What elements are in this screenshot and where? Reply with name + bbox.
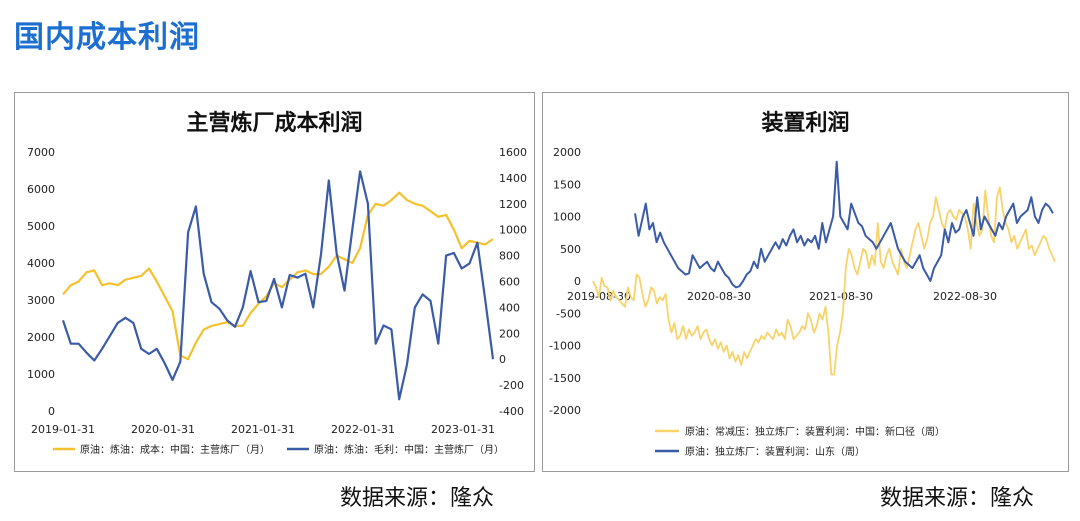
y-right-tick-label: -400 [499, 405, 524, 418]
y-right-tick-label: 800 [499, 250, 520, 263]
y-left-tick-label: 0 [48, 405, 55, 418]
y-tick-label: -1500 [549, 372, 581, 385]
x-tick-label: 2021-08-30 [809, 290, 873, 303]
y-tick-label: 2000 [553, 146, 581, 159]
cost-series-line [62, 191, 494, 361]
legend-label: 原油：常减压：独立炼厂：装置利润：中国：新口径（周） [685, 425, 945, 438]
shandong-profit-series-line [634, 160, 1054, 289]
x-tick-label: 2021-01-31 [231, 423, 295, 436]
legend-label: 原油：炼油：成本：中国：主营炼厂（月） [80, 443, 270, 456]
y-right-tick-label: 400 [499, 301, 520, 314]
x-tick-label: 2022-08-30 [933, 290, 997, 303]
y-tick-label: 0 [574, 275, 581, 288]
legend-label: 原油：炼油：毛利：中国：主营炼厂（月） [314, 443, 504, 456]
cdu-profit-series-line [592, 186, 1056, 376]
y-right-tick-label: 1400 [499, 172, 527, 185]
left-chart-title: 主营炼厂成本利润 [186, 111, 363, 136]
source-right: 数据来源：隆众 [880, 486, 1035, 511]
x-tick-label: 2020-08-30 [687, 290, 751, 303]
y-right-tick-label: -200 [499, 379, 524, 392]
x-tick-label: 2019-01-31 [31, 423, 95, 436]
y-tick-label: -500 [556, 307, 581, 320]
y-right-tick-label: 600 [499, 276, 520, 289]
x-tick-label: 2020-01-31 [131, 423, 195, 436]
y-left-tick-label: 5000 [27, 220, 55, 233]
x-tick-label: 2023-01-31 [431, 423, 495, 436]
y-left-tick-label: 6000 [27, 183, 55, 196]
y-right-tick-label: 1200 [499, 198, 527, 211]
left-chart-svg: 0 1000 2000 3000 4000 5000 6000 7000 -400 -200 0 20… [27, 146, 527, 456]
main-refinery-chart: 主营炼厂成本利润 0 1000 2000 3000 4000 5000 6000 7000 -4… [14, 92, 535, 472]
right-chart-svg: 2000150010005000-500-1000-1500-20002019-… [549, 146, 1056, 458]
y-right-tick-label: 200 [499, 327, 520, 340]
y-tick-label: 1000 [553, 211, 581, 224]
y-left-tick-label: 7000 [27, 146, 55, 159]
y-right-tick-label: 1600 [499, 146, 527, 159]
y-tick-label: 500 [560, 243, 581, 256]
y-left-tick-label: 3000 [27, 294, 55, 307]
y-tick-label: -1000 [549, 340, 581, 353]
y-right-tick-label: 0 [499, 353, 506, 366]
unit-profit-chart: 装置利润 2000 1500 1000 500 0 -500 -1000 -1500 -2000… [542, 92, 1069, 472]
y-right-tick-label: 1000 [499, 224, 527, 237]
y-left-tick-label: 2000 [27, 331, 55, 344]
page-title: 国内成本利润 [14, 20, 200, 55]
y-tick-label: -2000 [549, 404, 581, 417]
source-left: 数据来源：隆众 [340, 486, 495, 511]
margin-series-line [61, 170, 495, 401]
right-chart-title: 装置利润 [761, 111, 850, 136]
y-left-tick-label: 4000 [27, 257, 55, 270]
y-tick-label: 1500 [553, 178, 581, 191]
legend-label: 原油：独立炼厂：装置利润：山东（周） [685, 445, 865, 458]
x-tick-label: 2022-01-31 [331, 423, 395, 436]
y-left-tick-label: 1000 [27, 368, 55, 381]
